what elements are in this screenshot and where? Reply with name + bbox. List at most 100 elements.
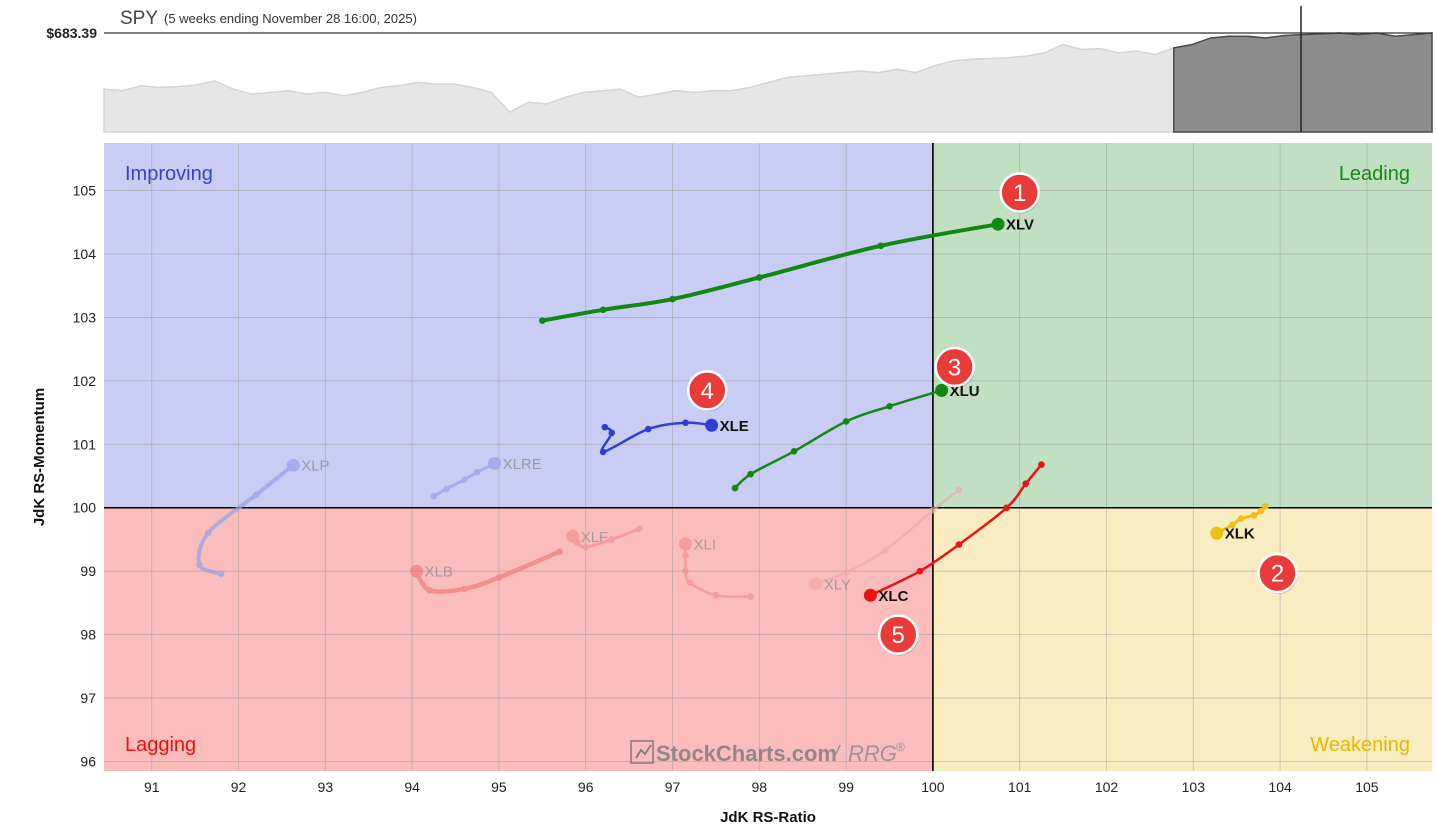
series-label-xlu: XLU — [950, 383, 980, 400]
tail-point — [731, 484, 739, 492]
tail-point — [842, 569, 850, 576]
x-tick-label: 100 — [921, 779, 945, 795]
tail-point — [217, 570, 225, 578]
x-tick-label: 101 — [1008, 779, 1032, 795]
head-point-xlu — [935, 383, 949, 397]
tail-point — [460, 585, 468, 593]
series-label-xli: XLI — [694, 536, 717, 553]
x-tick-label: 105 — [1355, 779, 1379, 795]
marker-circle — [934, 346, 975, 388]
tail-point — [460, 476, 468, 484]
tail-point — [1003, 504, 1010, 512]
tail-point — [842, 418, 850, 425]
tail-xlu[interactable]: XLU — [731, 383, 980, 492]
x-tick-label: 94 — [404, 779, 420, 795]
quadrant-weakening — [932, 507, 1432, 771]
spy-subtitle: (5 weeks ending November 28 16:00, 2025) — [164, 11, 417, 26]
tail-point — [426, 586, 433, 594]
tail-point — [669, 295, 676, 303]
tail-point — [756, 274, 763, 281]
axis-ticks: 91 92 93 94 95 96 97 98 99 100 101 102 103 104 105 96 97… — [73, 183, 1379, 795]
head-point-xlre — [488, 456, 502, 470]
tail-point — [881, 546, 889, 554]
tail-xle[interactable]: XLE — [599, 418, 749, 456]
tail-xly[interactable]: XLY — [809, 486, 963, 594]
watermark-separator: / — [831, 741, 841, 766]
quadrant-label-lagging: Lagging — [125, 734, 196, 756]
tail-xlc[interactable]: XLC — [863, 461, 1045, 605]
tail-point — [886, 402, 893, 410]
annotation-markers: 1 2 3 4 5 — [686, 172, 1298, 656]
tail-point — [682, 552, 689, 559]
series-label-xlf: XLF — [581, 529, 609, 546]
marker-circle — [1257, 552, 1298, 594]
tail-point — [599, 306, 607, 314]
tail-point — [495, 574, 503, 581]
watermark-chart-icon — [635, 744, 652, 759]
center-lines — [104, 143, 1432, 771]
x-tick-label: 93 — [318, 779, 334, 795]
tail-xlp[interactable]: XLP — [196, 458, 330, 578]
series-label-xlre: XLRE — [503, 456, 542, 473]
quadrant-label-leading: Leading — [1339, 163, 1410, 185]
tail-xlb[interactable]: XLB — [409, 548, 563, 594]
series-label-xly: XLY — [824, 576, 851, 593]
marker-circle — [686, 370, 728, 411]
tail-point — [204, 529, 212, 537]
tail-point — [682, 567, 689, 575]
tail-xlk[interactable]: XLK — [1210, 503, 1269, 543]
tail-point — [1038, 461, 1045, 468]
series-label-xlk: XLK — [1225, 526, 1255, 543]
tail-point — [556, 548, 563, 555]
x-tick-label: 92 — [231, 779, 247, 795]
y-axis-label: JdK RS-Momentum — [31, 388, 48, 526]
rrg-tails: XLV XLU XLE XLK XLC XLP XLRE XLB XLF XLI XLY — [196, 217, 1269, 605]
y-tick-label: 98 — [80, 627, 96, 643]
quadrant-label-weakening: Weakening — [1310, 734, 1410, 756]
y-tick-label: 103 — [73, 309, 97, 325]
head-point-xlf — [566, 529, 580, 543]
tail-point — [747, 470, 754, 478]
head-point-xlb — [409, 564, 423, 578]
series-label-xle: XLE — [720, 418, 749, 435]
tail-point — [196, 561, 203, 569]
annotation-marker-4: 4 — [686, 370, 728, 412]
quadrant-backgrounds — [104, 143, 1432, 771]
tail-point — [1262, 503, 1269, 510]
tail-point — [1229, 521, 1236, 529]
tail-point — [636, 525, 643, 532]
x-tick-label: 104 — [1268, 779, 1292, 795]
spy-title: SPY — [120, 8, 158, 29]
tail-point — [608, 536, 616, 543]
tail-point — [929, 506, 937, 514]
y-tick-label: 100 — [73, 500, 97, 516]
x-tick-label: 97 — [665, 779, 681, 795]
quadrant-improving — [104, 143, 933, 508]
tail-point — [955, 486, 963, 494]
stockcharts-watermark: StockCharts.com / RRG ® — [630, 740, 905, 766]
tail-point — [252, 491, 260, 499]
head-point-xlv — [991, 217, 1005, 231]
head-point-xle — [705, 418, 719, 432]
tail-point — [443, 485, 451, 493]
tail-point — [608, 429, 616, 437]
head-point-xlp — [286, 458, 300, 472]
watermark-registered: ® — [896, 740, 905, 754]
watermark-rrg: RRG — [848, 741, 897, 766]
head-point-xlk — [1210, 526, 1224, 540]
tail-xlre[interactable]: XLRE — [430, 456, 542, 500]
stockcharts-logo-icon — [630, 740, 654, 764]
marker-number: 4 — [701, 378, 714, 405]
tail-point — [473, 468, 481, 476]
tail-point — [1257, 507, 1265, 515]
y-tick-label: 102 — [73, 373, 97, 389]
y-tick-label: 99 — [80, 563, 96, 579]
tail-xli[interactable]: XLI — [679, 536, 754, 600]
grid-lines — [104, 143, 1432, 771]
tail-xlv[interactable]: XLV — [539, 217, 1034, 324]
tail-xlf[interactable]: XLF — [566, 525, 643, 551]
marker-number: 2 — [1271, 561, 1284, 588]
tail-point — [686, 579, 694, 586]
tail-point — [747, 593, 754, 600]
tail-point — [539, 317, 546, 324]
